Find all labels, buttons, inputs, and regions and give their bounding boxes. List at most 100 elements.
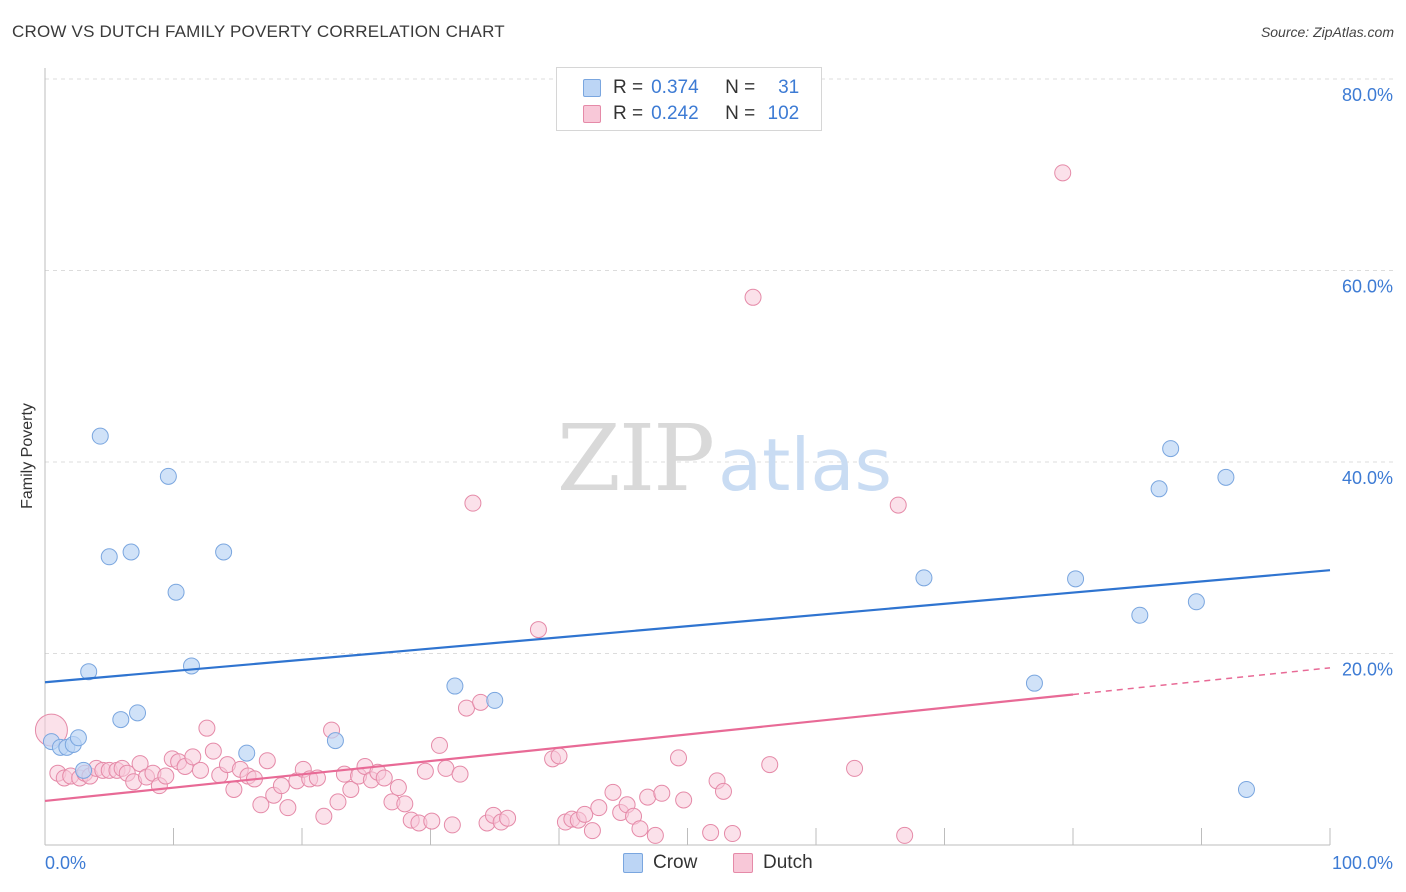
dutch-point	[744, 288, 762, 306]
crow-point	[1237, 780, 1255, 798]
legend-n-label: N =	[725, 77, 756, 98]
legend-r-value: 0.242	[651, 103, 699, 124]
dutch-trend-line	[44, 693, 1074, 803]
dutch-point	[252, 796, 270, 814]
dutch-point	[714, 782, 732, 800]
dutch-point	[576, 805, 594, 823]
crow-point	[159, 467, 177, 485]
dutch-point	[639, 788, 657, 806]
legend-item-dutch: Dutch	[733, 852, 813, 874]
dutch-point	[258, 752, 276, 770]
crow-swatch	[623, 853, 643, 873]
correlation-legend: R = 0.374 N = 31 R = 0.242 N = 102	[556, 67, 822, 131]
crow-point	[1025, 674, 1043, 692]
dutch-swatch	[583, 105, 601, 123]
dutch-point	[653, 784, 671, 802]
dutch-point	[723, 825, 741, 843]
dutch-point	[375, 769, 393, 787]
gridlines	[45, 78, 1395, 654]
dutch-point	[846, 759, 864, 777]
crow-point	[1187, 593, 1205, 611]
dutch-point	[670, 749, 688, 767]
crow-point	[75, 761, 93, 779]
legend-item-crow: Crow	[623, 852, 697, 874]
dutch-series	[34, 164, 1072, 844]
legend-n-label: N =	[725, 103, 756, 124]
legend-n-value: 31	[778, 77, 800, 98]
dutch-swatch	[733, 853, 753, 873]
dutch-point	[550, 747, 568, 765]
watermark-atlas: atlas	[718, 423, 892, 507]
crow-trend-line	[44, 569, 1331, 684]
watermark-zip: ZIP	[557, 405, 713, 512]
dutch-point	[443, 816, 461, 834]
y-tick-label: 80.0%	[1342, 85, 1393, 105]
dutch-point	[329, 793, 347, 811]
crow-point	[1162, 440, 1180, 458]
crow-point	[100, 548, 118, 566]
dutch-point	[423, 812, 441, 830]
tick-labels: 20.0% 40.0% 60.0% 80.0% 0.0% 100.0%	[45, 85, 1393, 873]
legend-r-label: R =	[613, 77, 644, 98]
legend-row-crow: R = 0.374 N = 31	[583, 76, 799, 100]
dutch-point	[451, 765, 469, 783]
watermark: ZIP atlas	[557, 405, 892, 512]
dutch-point	[590, 799, 608, 817]
dutch-point	[342, 780, 360, 798]
dutch-point	[889, 496, 907, 514]
dutch-point	[157, 767, 175, 785]
dutch-point	[1054, 164, 1072, 182]
dutch-point	[396, 795, 414, 813]
crow-point	[69, 729, 87, 747]
dutch-point	[675, 791, 693, 809]
dutch-point	[761, 756, 779, 774]
dutch-point	[430, 736, 448, 754]
dutch-point	[279, 799, 297, 817]
crow-point	[91, 427, 109, 445]
crow-point	[1131, 606, 1149, 624]
dutch-point	[583, 822, 601, 840]
x-tick-label: 0.0%	[45, 853, 86, 873]
crow-point	[182, 657, 200, 675]
dutch-point	[437, 759, 455, 777]
dutch-trend-line-extension	[1072, 667, 1331, 696]
x-tick-label: 100.0%	[1332, 853, 1393, 873]
dutch-point	[499, 809, 517, 827]
dutch-point	[464, 494, 482, 512]
y-tick-label: 60.0%	[1342, 277, 1393, 297]
crow-point	[915, 569, 933, 587]
crow-point	[238, 744, 256, 762]
crow-series	[42, 427, 1255, 798]
crow-point	[446, 677, 464, 695]
series-legend: Crow Dutch	[0, 852, 1406, 876]
dutch-point	[631, 820, 649, 838]
y-axis-label: Family Poverty	[19, 403, 36, 509]
crow-point	[167, 583, 185, 601]
legend-n-value: 102	[767, 103, 800, 124]
crow-point	[1150, 480, 1168, 498]
dutch-point	[315, 807, 333, 825]
dutch-point	[472, 693, 490, 711]
dutch-point	[191, 761, 209, 779]
crow-point	[326, 732, 344, 750]
chart-title: CROW VS DUTCH FAMILY POVERTY CORRELATION…	[12, 22, 505, 41]
legend-r-label: R =	[613, 103, 644, 124]
y-tick-label: 20.0%	[1342, 660, 1393, 680]
y-tick-label: 40.0%	[1342, 468, 1393, 488]
dutch-point	[184, 748, 202, 766]
legend-crow-label: Crow	[653, 852, 698, 873]
crow-point	[129, 704, 147, 722]
crow-point	[112, 711, 130, 729]
trend-lines	[44, 569, 1331, 803]
crow-point	[215, 543, 233, 561]
dutch-point	[204, 742, 222, 760]
legend-dutch-label: Dutch	[763, 852, 813, 873]
dutch-point	[225, 780, 243, 798]
crow-swatch	[583, 79, 601, 97]
dutch-point	[646, 826, 664, 844]
dutch-point	[457, 699, 475, 717]
dutch-point	[416, 762, 434, 780]
dutch-point	[702, 824, 720, 842]
crow-point	[1217, 468, 1235, 486]
